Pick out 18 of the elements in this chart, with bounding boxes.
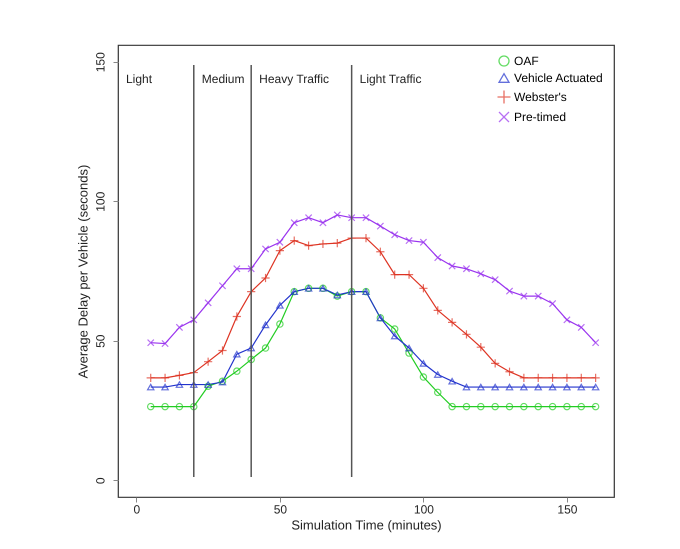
legend-label: Pre-timed xyxy=(514,110,566,124)
x-tick-label: 100 xyxy=(414,502,434,516)
annotation: Light Traffic xyxy=(360,72,422,86)
x-tick-label: 50 xyxy=(274,502,288,516)
y-tick-label: 50 xyxy=(94,334,108,348)
y-axis-title: Average Delay per Vehicle (seconds) xyxy=(76,164,90,378)
y-tick-label: 100 xyxy=(94,191,108,212)
x-tick-label: 0 xyxy=(134,502,141,516)
y-tick-label: 150 xyxy=(94,52,108,72)
annotation: Light xyxy=(126,72,153,86)
legend-label: OAF xyxy=(514,54,539,68)
annotation: Heavy Traffic xyxy=(259,72,329,86)
x-tick-label: 150 xyxy=(557,502,578,516)
legend-label: Vehicle Actuated xyxy=(514,71,603,85)
y-tick-label: 0 xyxy=(94,477,108,484)
annotation: Medium xyxy=(202,72,244,86)
x-axis-title: Simulation Time (minutes) xyxy=(291,518,442,532)
legend-label: Webster's xyxy=(514,90,567,104)
